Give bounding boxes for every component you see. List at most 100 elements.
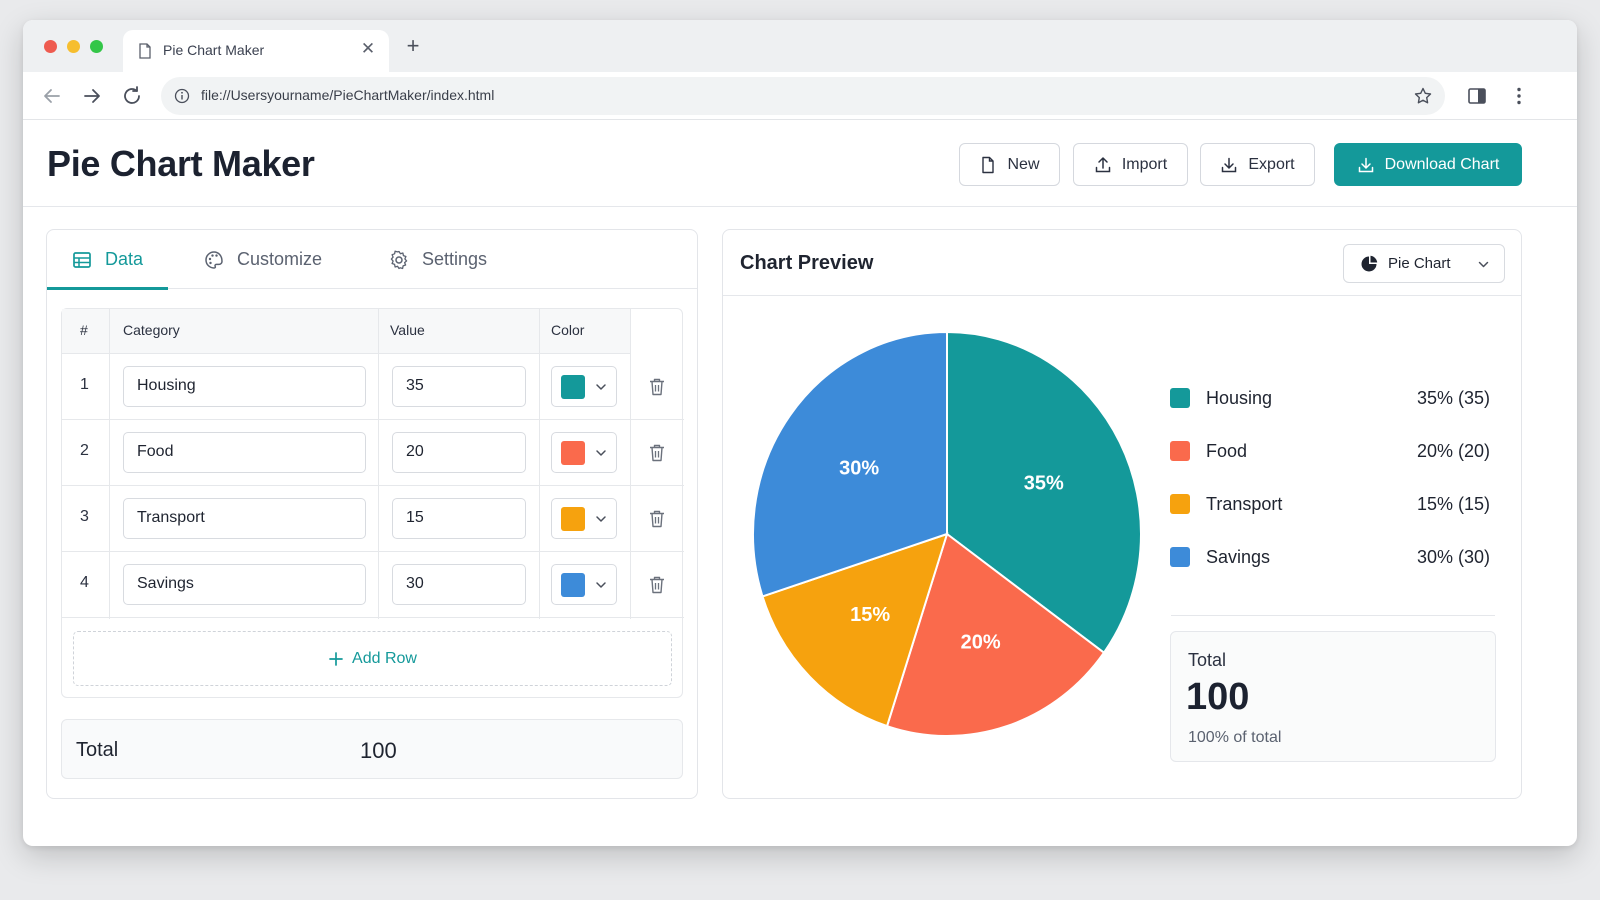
new-tab-icon[interactable]: + — [406, 33, 420, 58]
side-panel-icon[interactable] — [1466, 85, 1488, 107]
legend-name: Food — [1206, 441, 1248, 461]
page-title: Pie Chart Maker — [47, 143, 315, 184]
legend-item: Savings 30% (30) — [1170, 545, 1490, 569]
new-file-icon — [982, 156, 995, 173]
category-input[interactable]: Food — [123, 432, 366, 473]
back-arrow-icon[interactable] — [40, 84, 64, 108]
pie-slice-savings — [752, 330, 948, 598]
data-panel: Data Customize Settings # Category Value… — [46, 229, 698, 799]
tab-close-icon[interactable]: ✕ — [360, 39, 376, 58]
new-button-label: New — [1007, 155, 1040, 173]
color-picker[interactable] — [551, 432, 617, 473]
table-header: # Category Value Color — [62, 309, 630, 354]
legend-swatch — [1170, 547, 1190, 567]
preview-title: Chart Preview — [740, 252, 874, 274]
trash-icon[interactable] — [648, 575, 666, 595]
import-button[interactable]: Import — [1073, 143, 1188, 186]
close-window-button[interactable] — [44, 40, 57, 53]
app-header: Pie Chart Maker New Import Export Downlo… — [23, 121, 1577, 207]
value-input[interactable]: 20 — [392, 432, 526, 473]
browser-tab[interactable]: Pie Chart Maker ✕ — [123, 30, 389, 72]
chevron-down-icon — [596, 450, 606, 456]
site-info-icon[interactable] — [174, 88, 190, 104]
pie-slice-housing — [946, 330, 1142, 655]
pie-slice-label: 20% — [961, 632, 1001, 654]
document-icon — [139, 43, 151, 59]
legend-value: 35% (35) — [1416, 388, 1490, 408]
chevron-down-icon — [1478, 261, 1489, 268]
tab-settings-label: Settings — [422, 249, 488, 269]
color-swatch — [561, 507, 585, 531]
pie-slice-food — [885, 532, 1106, 737]
total-card-value: 100 — [1186, 676, 1250, 718]
chart-preview-panel: Chart Preview Pie Chart 35% 20% 15% 30% Hou… — [722, 229, 1522, 799]
value-input[interactable]: 35 — [392, 366, 526, 407]
gear-icon — [390, 250, 408, 269]
chart-type-select[interactable]: Pie Chart — [1343, 244, 1505, 283]
chevron-down-icon — [596, 582, 606, 588]
new-button[interactable]: New — [959, 143, 1060, 186]
row-number: 4 — [80, 574, 89, 591]
color-swatch — [561, 573, 585, 597]
export-button[interactable]: Export — [1200, 143, 1315, 186]
pie-slice-transport — [761, 532, 949, 728]
table-row: 4 Savings 30 — [62, 552, 684, 618]
table-row: 3 Transport 15 — [62, 486, 684, 552]
color-picker[interactable] — [551, 564, 617, 605]
pie-slice-label: 15% — [850, 604, 890, 626]
active-tab-indicator — [47, 287, 168, 290]
legend-divider — [1171, 615, 1495, 616]
color-picker[interactable] — [551, 366, 617, 407]
bookmark-star-icon[interactable] — [1413, 86, 1433, 106]
add-row-label: Add Row — [352, 649, 417, 667]
forward-arrow-icon[interactable] — [80, 84, 104, 108]
trash-icon[interactable] — [648, 377, 666, 397]
trash-icon[interactable] — [648, 443, 666, 463]
trash-icon[interactable] — [648, 509, 666, 529]
row-number: 3 — [80, 508, 89, 525]
address-bar[interactable]: file://Usersyourname/PieChartMaker/index… — [161, 77, 1445, 115]
header-category: Category — [123, 322, 180, 338]
maximize-window-button[interactable] — [90, 40, 103, 53]
preview-header: Chart Preview Pie Chart — [723, 230, 1521, 296]
tab-data[interactable]: Data — [71, 230, 143, 289]
palette-icon — [205, 250, 223, 269]
pie-chart: 35% 20% 15% 30% — [752, 330, 1142, 737]
reload-icon[interactable] — [120, 84, 144, 108]
panel-tabs: Data Customize Settings — [47, 230, 697, 290]
value-input[interactable]: 15 — [392, 498, 526, 539]
color-swatch — [561, 441, 585, 465]
legend-swatch — [1170, 388, 1190, 408]
value-input[interactable]: 30 — [392, 564, 526, 605]
add-row-button[interactable]: Add Row — [73, 631, 672, 686]
legend-value: 30% (30) — [1416, 547, 1490, 567]
legend-value: 15% (15) — [1416, 494, 1490, 514]
category-input[interactable]: Transport — [123, 498, 366, 539]
legend-item: Food 20% (20) — [1170, 439, 1490, 463]
pie-chart-icon — [1361, 255, 1378, 272]
browser-toolbar: file://Usersyourname/PieChartMaker/index… — [23, 72, 1577, 120]
column-divider — [109, 309, 110, 619]
download-icon — [1358, 157, 1373, 172]
legend-item: Transport 15% (15) — [1170, 492, 1490, 516]
download-chart-button[interactable]: Download Chart — [1334, 143, 1522, 186]
tab-customize[interactable]: Customize — [203, 230, 322, 289]
table-row: 1 Housing 35 — [62, 354, 684, 420]
color-swatch — [561, 375, 585, 399]
legend-name: Transport — [1206, 494, 1283, 514]
minimize-window-button[interactable] — [67, 40, 80, 53]
category-input[interactable]: Housing — [123, 366, 366, 407]
tab-title: Pie Chart Maker — [163, 42, 265, 58]
legend-item: Housing 35% (35) — [1170, 386, 1490, 410]
category-input[interactable]: Savings — [123, 564, 366, 605]
browser-menu-icon[interactable] — [1508, 85, 1530, 107]
upload-icon — [1095, 156, 1111, 172]
legend-name: Housing — [1206, 388, 1273, 408]
plus-icon — [329, 651, 343, 666]
legend-swatch — [1170, 494, 1190, 514]
column-divider — [378, 309, 379, 619]
tab-settings[interactable]: Settings — [388, 230, 487, 289]
export-button-label: Export — [1248, 155, 1295, 173]
chevron-down-icon — [596, 384, 606, 390]
color-picker[interactable] — [551, 498, 617, 539]
